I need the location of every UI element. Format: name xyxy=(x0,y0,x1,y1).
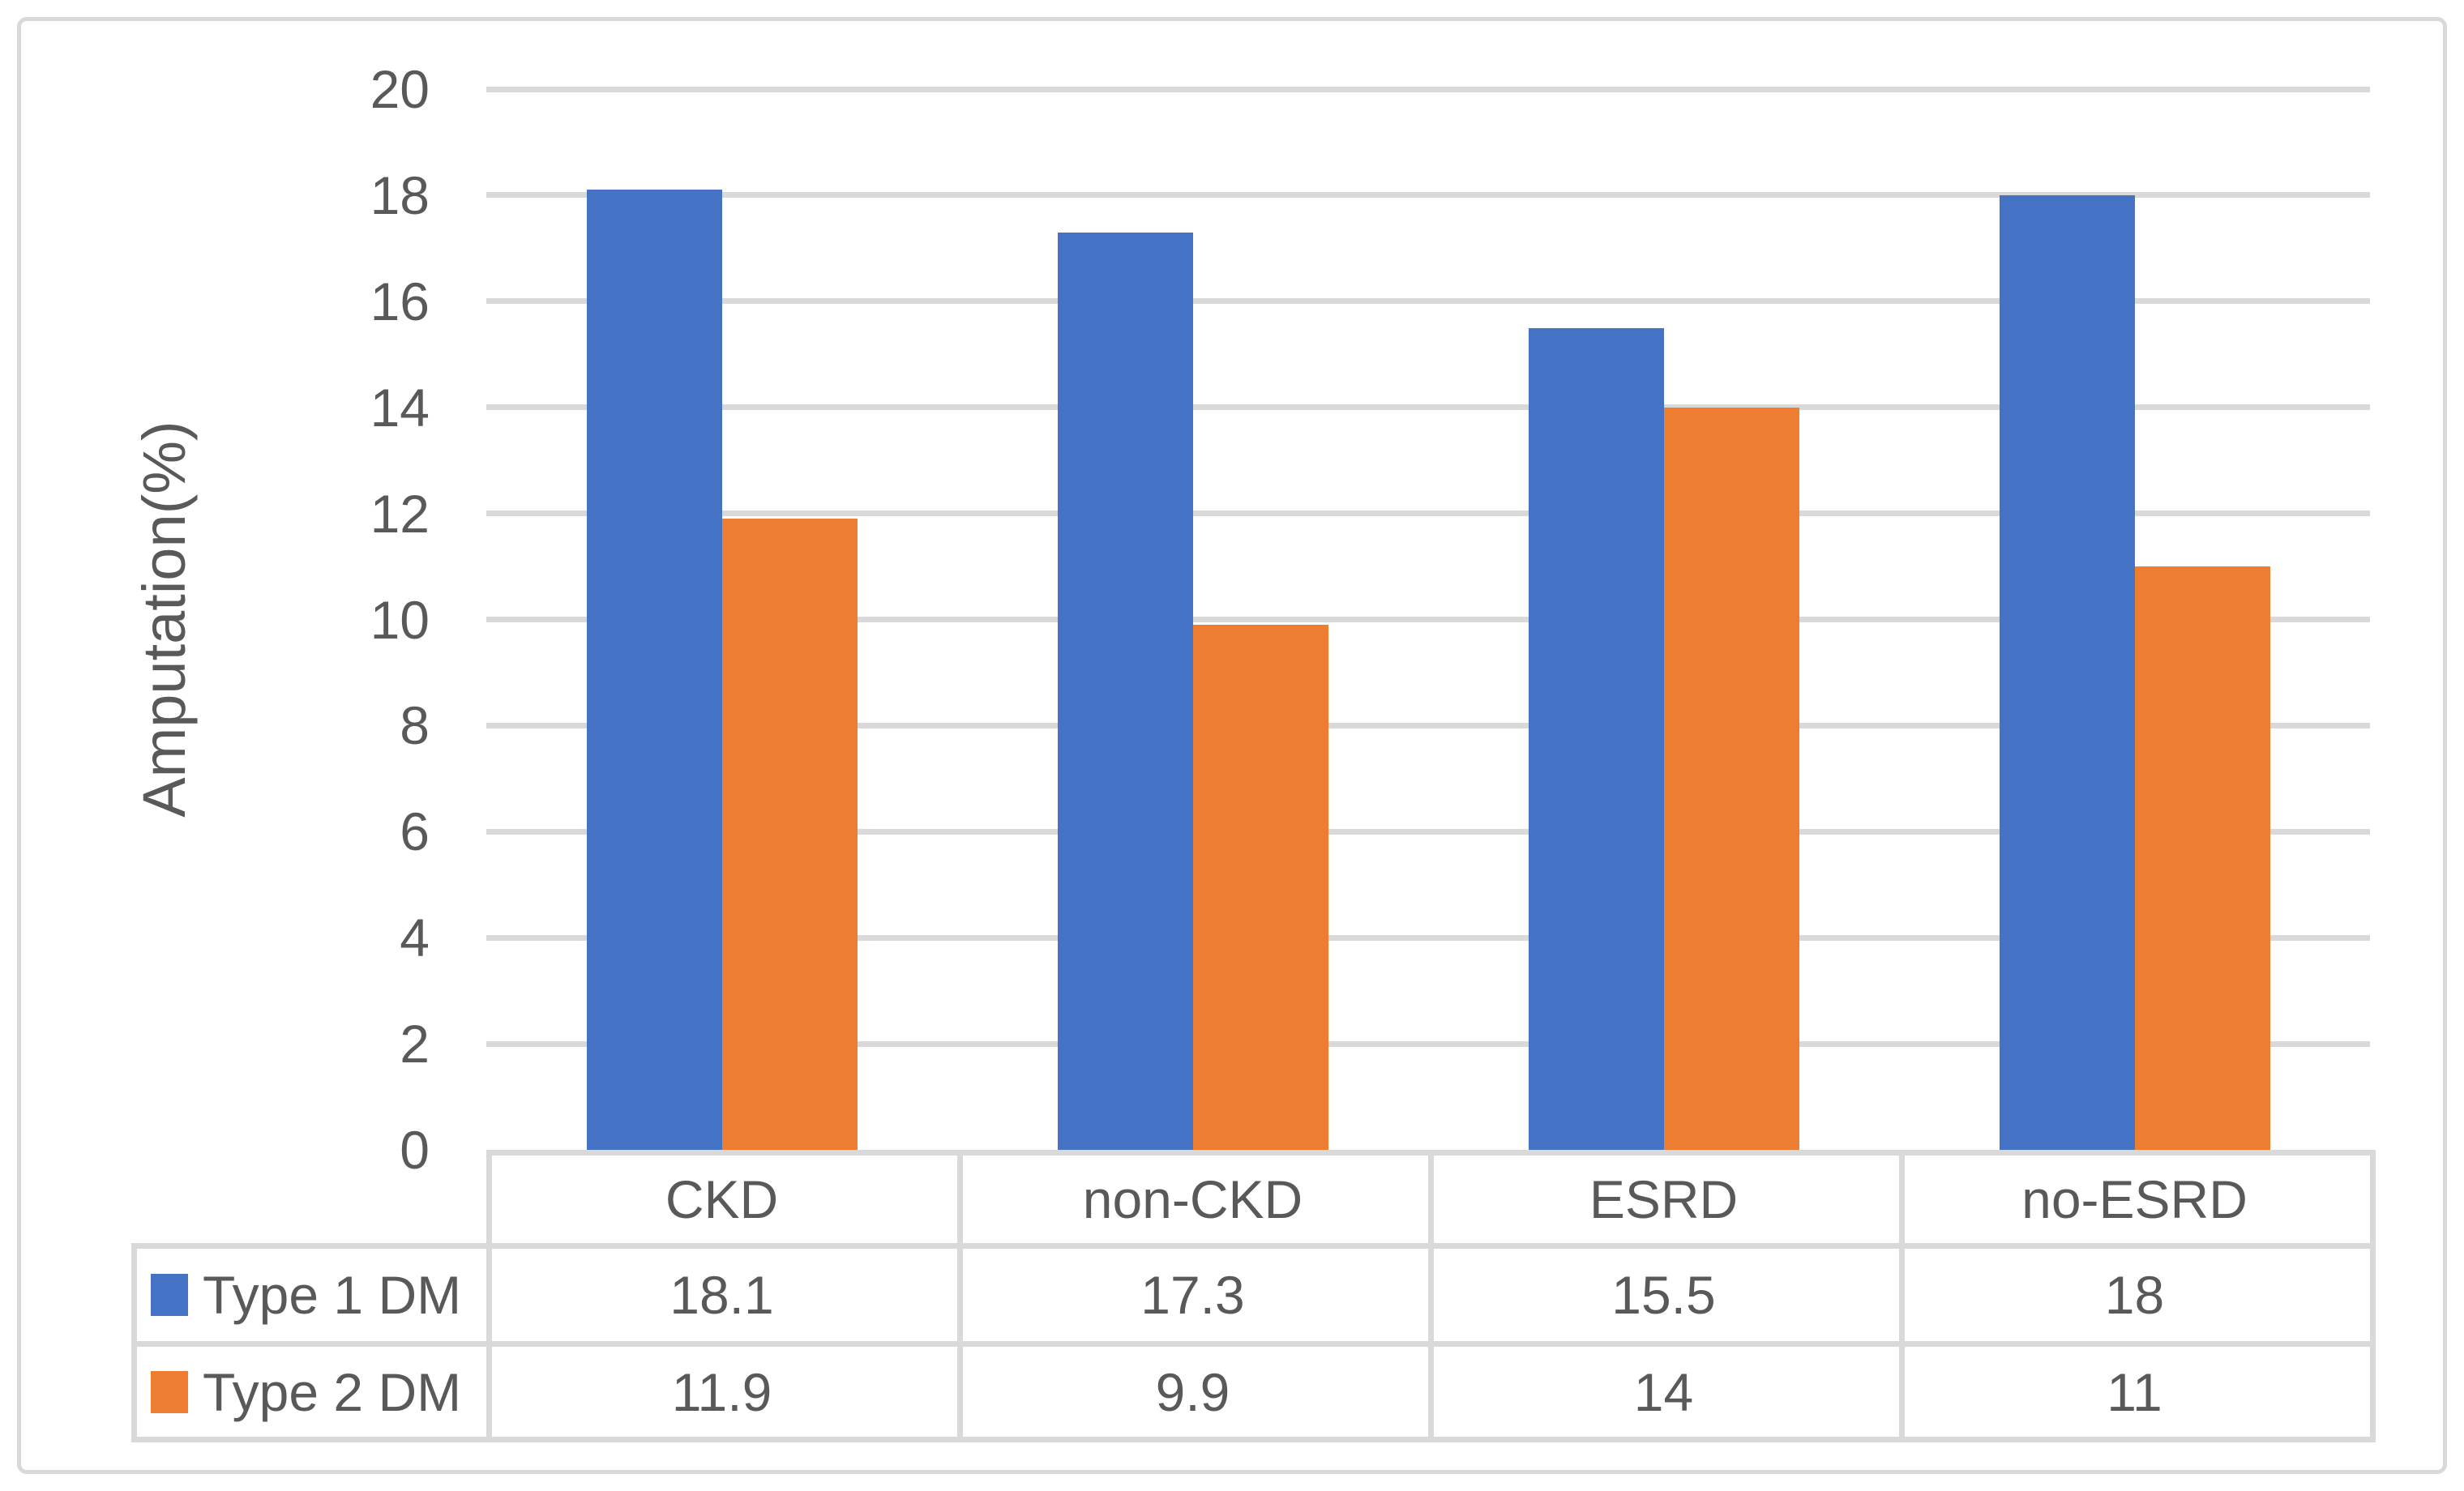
grid-line xyxy=(486,86,2370,92)
y-tick-label: 8 xyxy=(400,695,430,756)
y-tick-label: 2 xyxy=(400,1014,430,1074)
y-tick-label: 10 xyxy=(370,589,430,650)
bar-series-1-non-CKD xyxy=(1057,232,1193,1150)
table-border-line xyxy=(131,1341,2376,1347)
table-border-line xyxy=(957,1150,963,1442)
table-value-cell: 15.5 xyxy=(1611,1265,1716,1325)
grid-line xyxy=(486,511,2370,517)
grid-line xyxy=(486,1040,2370,1047)
legend-cell: Type 2 DM xyxy=(131,1347,486,1437)
table-border-line xyxy=(486,1150,492,1442)
legend-label: Type 1 DM xyxy=(203,1265,462,1325)
bar-series-2-non-CKD xyxy=(1192,625,1328,1150)
y-tick-label: 0 xyxy=(400,1120,430,1180)
legend-label: Type 2 DM xyxy=(203,1361,462,1422)
bar-series-1-ESRD xyxy=(1528,327,1664,1150)
table-header-cell: non-CKD xyxy=(1082,1169,1303,1229)
grid-line xyxy=(486,934,2370,941)
table-value-cell: 14 xyxy=(1633,1361,1694,1422)
legend-cell: Type 1 DM xyxy=(131,1249,486,1341)
table-header-cell: no-ESRD xyxy=(2021,1169,2248,1229)
table-border-line xyxy=(2370,1150,2376,1442)
grid-line xyxy=(486,722,2370,728)
table-border-line xyxy=(131,1243,2376,1249)
table-border-line xyxy=(131,1243,137,1442)
grid-line xyxy=(486,617,2370,622)
grid-line xyxy=(486,404,2370,411)
table-value-cell: 11.9 xyxy=(671,1361,772,1422)
y-tick-label: 16 xyxy=(370,271,430,331)
grid-line xyxy=(486,828,2370,835)
bar-series-2-no-ESRD xyxy=(2134,566,2270,1150)
y-tick-label: 18 xyxy=(370,164,430,225)
table-value-cell: 18 xyxy=(2104,1265,2165,1325)
grid-line xyxy=(486,298,2370,305)
table-border-line xyxy=(131,1437,2376,1442)
table-value-cell: 9.9 xyxy=(1155,1361,1230,1422)
y-tick-label: 12 xyxy=(370,483,430,544)
grid-line xyxy=(486,192,2370,199)
bar-series-1-CKD xyxy=(586,190,722,1150)
chart-border xyxy=(17,17,2447,1474)
y-axis-title: Amputation(%) xyxy=(130,421,198,818)
table-border-line xyxy=(1428,1150,1434,1442)
legend-swatch-series-1 xyxy=(151,1274,188,1316)
table-header-cell: ESRD xyxy=(1589,1169,1739,1229)
y-tick-label: 4 xyxy=(400,908,430,968)
table-border-line xyxy=(1899,1150,1905,1442)
y-tick-label: 6 xyxy=(400,801,430,862)
y-tick-label: 14 xyxy=(370,377,430,438)
table-value-cell: 18.1 xyxy=(669,1265,774,1325)
table-header-cell: CKD xyxy=(665,1169,779,1229)
legend-swatch-series-2 xyxy=(151,1370,188,1413)
bar-series-2-CKD xyxy=(721,519,858,1150)
table-value-cell: 17.3 xyxy=(1140,1265,1245,1325)
table-value-cell: 11 xyxy=(2107,1361,2162,1422)
bar-series-2-ESRD xyxy=(1663,407,1799,1150)
bar-series-1-no-ESRD xyxy=(1999,194,2135,1150)
y-tick-label: 20 xyxy=(370,59,430,119)
